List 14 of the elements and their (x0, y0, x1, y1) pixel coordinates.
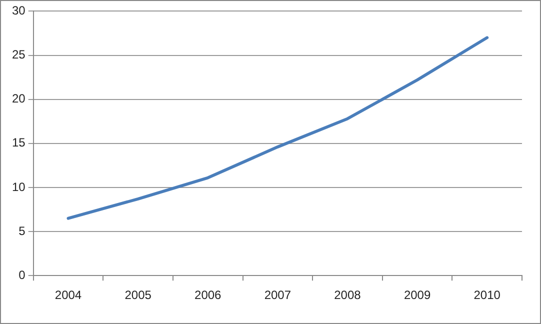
x-tick-label: 2010 (474, 288, 501, 302)
y-tick-label: 0 (18, 268, 26, 282)
y-tick-label: 30 (12, 4, 26, 18)
y-tick-label: 5 (18, 224, 26, 238)
y-tick-label: 10 (12, 180, 26, 194)
x-tick-label: 2008 (334, 288, 362, 302)
x-tick-label: 2006 (194, 288, 222, 302)
x-tick-label: 2009 (404, 288, 431, 302)
y-tick-label: 25 (12, 48, 26, 62)
x-tick-label: 2004 (54, 288, 82, 302)
y-tick-label: 15 (12, 136, 26, 150)
x-tick-label: 2007 (264, 288, 292, 302)
y-tick-label: 20 (12, 92, 26, 106)
x-tick-label: 2005 (124, 288, 152, 302)
